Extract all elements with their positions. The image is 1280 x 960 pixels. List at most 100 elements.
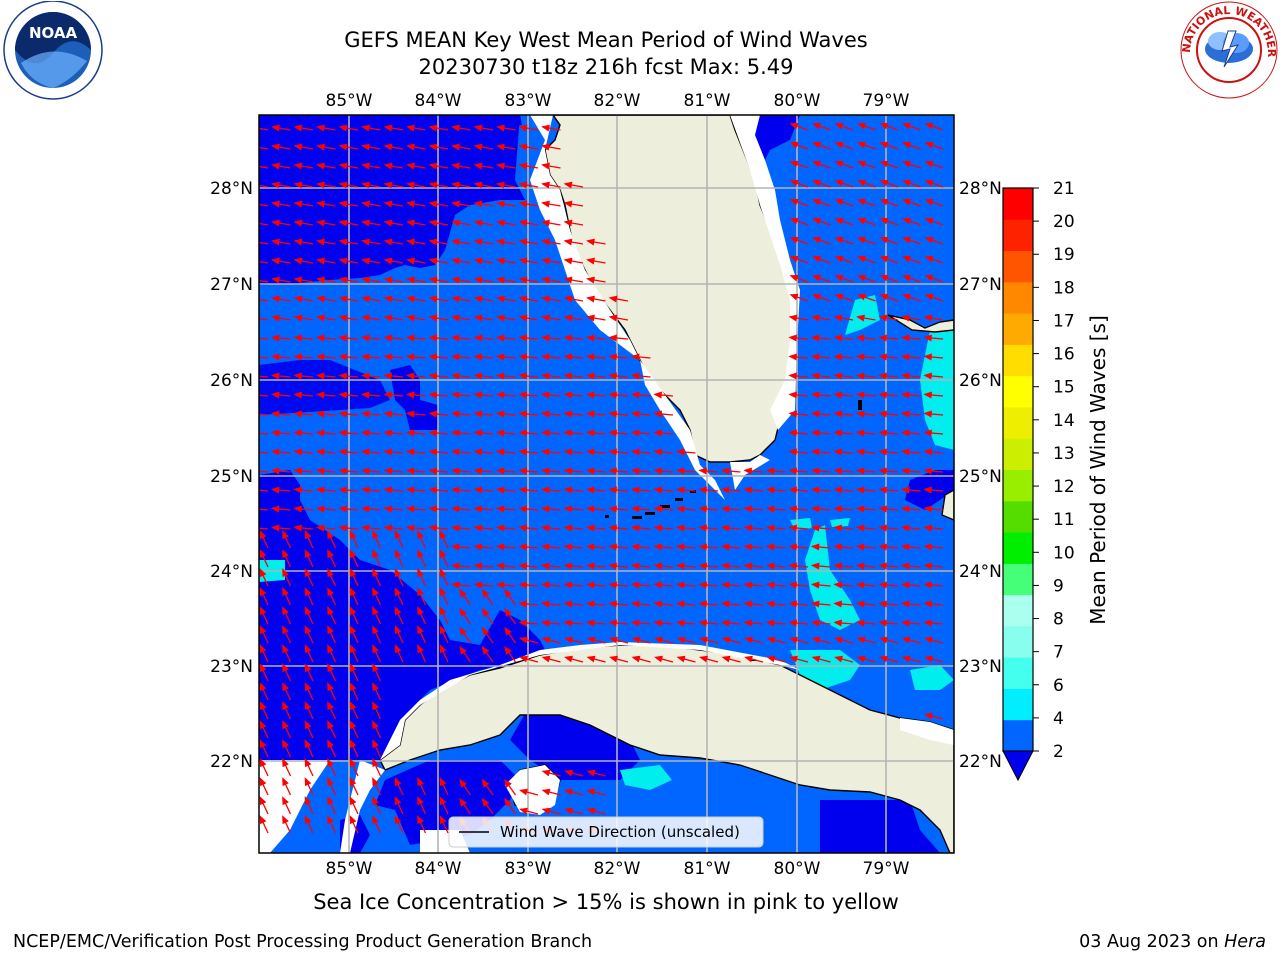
wave-arrow-head [653, 467, 662, 475]
wave-arrow-head [811, 274, 822, 282]
wave-arrow-head [563, 238, 573, 246]
wave-arrow-head [360, 372, 370, 380]
wave-arrow-head [481, 626, 490, 636]
wave-arrow-head [585, 372, 595, 380]
wave-arrow-head [789, 274, 799, 282]
wave-arrow-head [856, 636, 866, 644]
wave-arrow-head [270, 334, 280, 342]
wave-arrow-head [450, 486, 460, 494]
wave-arrow-head [586, 655, 596, 663]
wave-arrow-head [879, 122, 889, 130]
wave-arrow-head [360, 334, 370, 342]
wave-arrow-head [439, 568, 447, 578]
wave-arrow-head [900, 619, 910, 627]
wave-arrow-head [394, 796, 402, 806]
wave-arrow-head [428, 334, 437, 342]
colorbar-band [1003, 594, 1033, 627]
wave-arrow-head [316, 143, 325, 151]
wave-arrow-head [316, 295, 325, 303]
wave-arrow-head [811, 236, 822, 244]
wave-arrow-head [496, 314, 505, 322]
wave-arrow-head [293, 391, 302, 399]
wave-arrow-head [698, 467, 707, 475]
wave-arrow-head [563, 353, 572, 361]
wave-arrow-head [586, 636, 596, 644]
colorbar-tick-label: 11 [1053, 510, 1075, 530]
wave-arrow-head [563, 788, 573, 796]
wave-arrow-head [879, 179, 889, 187]
wave-arrow-head [271, 143, 280, 151]
wave-arrow-head [518, 238, 528, 246]
wave-arrow-head [585, 448, 595, 456]
wave-arrow-head [451, 200, 460, 208]
wave-arrow-head [608, 619, 617, 627]
colorbar-band [1003, 688, 1033, 721]
wave-arrow-head [473, 505, 482, 513]
wave-arrow-head [810, 562, 820, 570]
wave-arrow-head [383, 391, 392, 399]
wave-arrow-head [789, 293, 799, 301]
wave-arrow-head [834, 255, 844, 263]
wave-arrow-head [878, 429, 887, 437]
wave-arrow-head [383, 295, 393, 303]
wave-arrow-head [834, 198, 844, 206]
lon-label: 79°W [863, 91, 910, 111]
wave-arrow-head [293, 410, 302, 418]
wave-arrow-head [372, 758, 379, 768]
colorbar-tick-label: 15 [1053, 378, 1075, 398]
wave-arrow-head [439, 549, 447, 559]
wave-arrow-head [282, 606, 289, 616]
wave-arrow-head [788, 543, 797, 551]
wave-arrow-head [518, 143, 528, 151]
wave-arrow-head [473, 467, 482, 475]
wave-arrow-head [608, 486, 617, 494]
wave-arrow-head [585, 486, 595, 494]
wave-arrow-head [630, 505, 640, 513]
wave-arrow-head [270, 467, 280, 475]
wave-arrow-head [518, 448, 527, 456]
lat-label: 22°N [210, 752, 253, 772]
wave-arrow-head [788, 314, 798, 322]
wave-arrow-head [338, 200, 348, 208]
wave-arrow-head [518, 543, 527, 551]
wave-arrow-head [653, 410, 662, 418]
colorbar-tick-label: 21 [1053, 179, 1075, 199]
wave-arrow-head [406, 257, 415, 265]
colorbar-tick-label: 7 [1053, 643, 1064, 663]
wave-arrow-head [788, 448, 797, 456]
wave-arrow-head [743, 505, 752, 513]
wave-arrow-head [698, 581, 707, 589]
wave-arrow-head [316, 124, 325, 132]
wave-arrow-head [879, 160, 889, 168]
wave-arrow-head [833, 600, 842, 608]
wave-arrow-head [372, 644, 379, 654]
wave-arrow-head [788, 505, 797, 513]
wave-arrow-head [304, 606, 312, 616]
wave-arrow-head [338, 486, 347, 494]
wave-arrow-head [563, 257, 573, 265]
colorbar-tick-label: 13 [1053, 444, 1075, 464]
wave-arrow-head [923, 334, 932, 342]
wave-arrow-head [608, 505, 617, 513]
wave-arrow-head [304, 701, 312, 711]
wave-arrow-head [766, 636, 776, 644]
wave-arrow-head [259, 796, 267, 806]
wave-arrow-head [811, 217, 822, 225]
wave-arrow-head [349, 796, 357, 806]
wave-arrow-head [878, 410, 887, 418]
wave-arrow-head [394, 625, 402, 635]
wave-arrow-head [833, 543, 842, 551]
wave-arrow-head [338, 353, 347, 361]
wave-arrow-head [540, 467, 550, 475]
wave-arrow-head [383, 486, 392, 494]
wave-arrow-head [855, 581, 865, 589]
wave-arrow-head [518, 467, 527, 475]
wave-arrow-head [405, 372, 415, 380]
wave-arrow-head [282, 549, 289, 559]
wave-arrow-head [518, 257, 528, 265]
colorbar-band [1003, 719, 1033, 752]
wave-arrow-head [495, 353, 505, 361]
wave-arrow-head [259, 587, 267, 597]
wave-arrow-head [810, 600, 820, 608]
wave-arrow-head [417, 777, 424, 787]
